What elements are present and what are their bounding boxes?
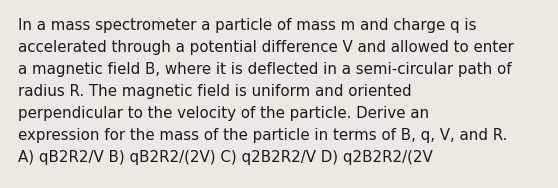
Text: expression for the mass of the particle in terms of B, q, V, and R.: expression for the mass of the particle … — [18, 128, 507, 143]
Text: In a mass spectrometer a particle of mass m and charge q is: In a mass spectrometer a particle of mas… — [18, 18, 477, 33]
Text: radius R. The magnetic field is uniform and oriented: radius R. The magnetic field is uniform … — [18, 84, 412, 99]
Text: accelerated through a potential difference V and allowed to enter: accelerated through a potential differen… — [18, 40, 514, 55]
Text: A) qB2R2/V B) qB2R2/(2V) C) q2B2R2/V D) q2B2R2/(2V: A) qB2R2/V B) qB2R2/(2V) C) q2B2R2/V D) … — [18, 150, 433, 165]
Text: a magnetic field B, where it is deflected in a semi-circular path of: a magnetic field B, where it is deflecte… — [18, 62, 512, 77]
Text: perpendicular to the velocity of the particle. Derive an: perpendicular to the velocity of the par… — [18, 106, 429, 121]
